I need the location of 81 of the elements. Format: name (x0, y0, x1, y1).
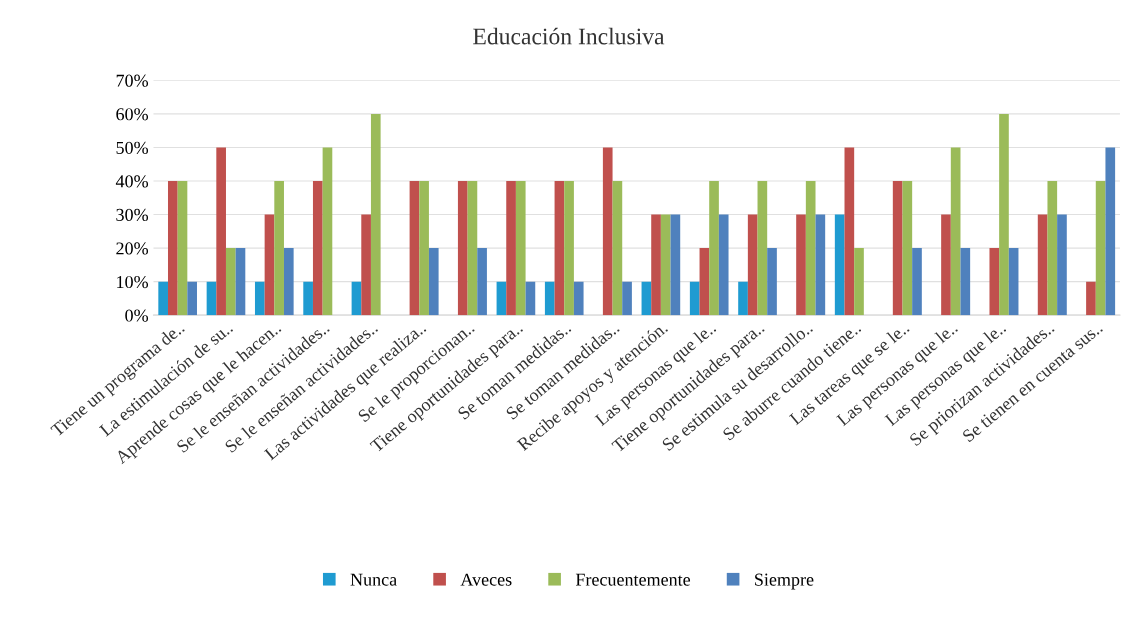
bar (573, 281, 584, 316)
bar (999, 113, 1009, 316)
legend-label: Siempre (755, 573, 814, 590)
bar (641, 281, 652, 316)
bar (322, 147, 333, 316)
bar (274, 180, 284, 316)
bar (158, 281, 168, 316)
bar (699, 248, 710, 316)
bar (747, 214, 758, 316)
bar (660, 214, 671, 316)
bar (670, 214, 681, 316)
bar (989, 248, 1000, 316)
bar (796, 214, 806, 316)
bar (757, 180, 768, 316)
bar (187, 281, 197, 316)
bar (892, 180, 903, 316)
bar (544, 281, 555, 316)
y-tick-label: 40% (115, 175, 149, 188)
bar (709, 180, 719, 316)
bar (1047, 180, 1058, 316)
bar (651, 214, 661, 316)
y-tick-label: 50% (116, 141, 149, 154)
bar (496, 281, 507, 316)
bar (805, 180, 816, 316)
bar (1037, 214, 1048, 316)
bar (854, 248, 864, 316)
y-tick-label: 10% (117, 275, 149, 289)
bar (216, 147, 226, 316)
bar (419, 180, 429, 316)
bar (167, 180, 178, 316)
bar (283, 248, 294, 316)
bar (428, 248, 439, 316)
bar (612, 180, 623, 316)
bar (525, 281, 536, 316)
bar (477, 248, 487, 316)
bar (564, 180, 574, 316)
bar (409, 180, 420, 316)
bar (815, 214, 826, 316)
legend-label: Nunca (350, 573, 397, 586)
bar (254, 281, 265, 316)
bar (264, 214, 275, 316)
bar (515, 180, 526, 316)
bar (950, 147, 961, 316)
bar (622, 281, 632, 316)
y-tick-label: 60% (116, 108, 149, 121)
bar (225, 248, 236, 316)
bar (351, 281, 362, 316)
bar (767, 248, 777, 316)
bar (361, 214, 371, 316)
legend-label: Frecuentemente (575, 573, 691, 586)
bar (554, 180, 565, 316)
chart-title: Educación Inclusiva (473, 27, 665, 45)
bar (602, 147, 613, 316)
bar (960, 248, 971, 316)
bar (941, 214, 951, 316)
y-tick-label: 70% (116, 74, 149, 87)
bar (1057, 214, 1067, 316)
bar (1105, 147, 1116, 316)
bar (738, 281, 748, 316)
y-tick-label: 20% (116, 242, 149, 255)
bar (689, 281, 700, 316)
bar (370, 113, 381, 316)
bar (912, 248, 922, 316)
y-tick-label: 0% (125, 309, 149, 322)
bar (902, 180, 913, 316)
legend-label: Aveces (460, 573, 512, 586)
bar (834, 214, 845, 316)
bar (1095, 180, 1106, 316)
bar (467, 180, 478, 316)
y-tick-label: 30% (116, 208, 149, 222)
bar (457, 180, 468, 316)
bar (844, 147, 855, 316)
bar (206, 281, 217, 316)
bar (303, 281, 313, 316)
bar (506, 180, 516, 316)
bar (718, 214, 729, 316)
bar (235, 248, 246, 316)
bar (1086, 281, 1096, 316)
bar (1008, 248, 1019, 316)
bar (312, 180, 323, 316)
bar (177, 180, 188, 316)
